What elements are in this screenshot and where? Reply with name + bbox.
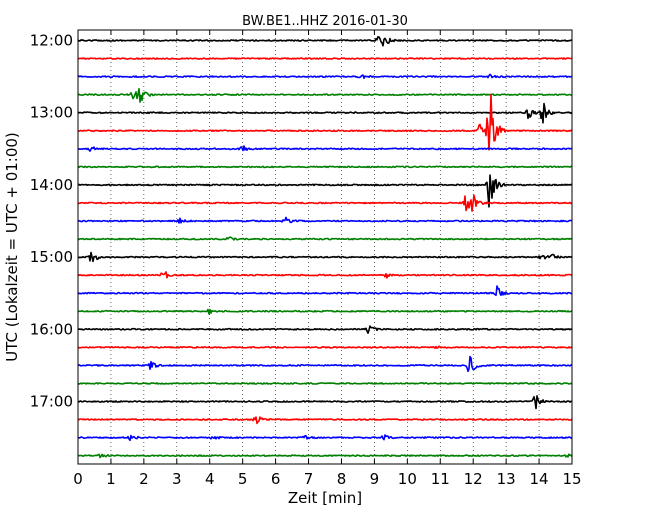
trace-line	[77, 88, 573, 103]
trace-line	[77, 236, 572, 241]
trace-line	[77, 93, 573, 151]
y-tick-label: 12:00	[30, 32, 73, 50]
trace-line	[77, 285, 573, 297]
chart-title: BW.BE1..HHZ 2016-01-30	[242, 14, 408, 29]
plot-frame	[77, 29, 573, 465]
y-tick-label: 14:00	[30, 176, 73, 194]
x-tick-label: 6	[271, 470, 281, 488]
x-tick-label: 14	[530, 470, 549, 488]
trace-line	[77, 345, 572, 350]
trace-line	[77, 102, 573, 124]
x-tick-label: 15	[562, 470, 581, 488]
y-tick-label: 15:00	[30, 248, 73, 266]
trace-line	[77, 308, 573, 315]
trace-line	[77, 57, 573, 60]
trace-line	[77, 36, 573, 47]
x-tick-label: 11	[431, 470, 450, 488]
x-tick-label: 2	[139, 470, 149, 488]
x-tick-label: 8	[337, 470, 347, 488]
x-tick-label: 0	[73, 470, 83, 488]
trace-line	[77, 216, 573, 224]
trace-line	[77, 73, 573, 80]
x-tick-label: 4	[205, 470, 215, 488]
x-tick-label: 12	[464, 470, 483, 488]
y-tick-label: 13:00	[30, 104, 73, 122]
axes: 0 1 2 3 4 5 6 7 8 9 10 11 12 13 14 1512:0013:0014:0015:…	[30, 30, 582, 488]
x-tick-label: 10	[398, 470, 417, 488]
x-tick-label: 1	[106, 470, 116, 488]
y-tick-label: 17:00	[30, 393, 73, 411]
x-tick-label: 3	[172, 470, 182, 488]
trace-line	[77, 395, 573, 410]
x-tick-label: 7	[304, 470, 314, 488]
trace-line	[77, 145, 573, 152]
trace-line	[77, 271, 573, 279]
y-axis-title: UTC (Lokalzeit = UTC + 01:00)	[3, 132, 21, 362]
grid	[110, 30, 540, 464]
trace-line	[77, 165, 573, 169]
trace-line	[77, 194, 573, 212]
trace-line	[77, 416, 573, 425]
trace-line	[77, 325, 573, 334]
trace-line	[77, 355, 572, 373]
x-axis-title: Zeit [min]	[288, 489, 362, 507]
x-tick-label: 9	[370, 470, 380, 488]
trace-line	[77, 174, 573, 208]
y-tick-label: 16:00	[30, 320, 73, 338]
trace-line	[77, 453, 573, 459]
trace-line	[77, 434, 573, 442]
x-tick-label: 5	[238, 470, 248, 488]
trace-line	[77, 382, 573, 385]
traces	[77, 36, 573, 459]
trace-line	[78, 251, 573, 263]
x-tick-label: 13	[497, 470, 516, 488]
